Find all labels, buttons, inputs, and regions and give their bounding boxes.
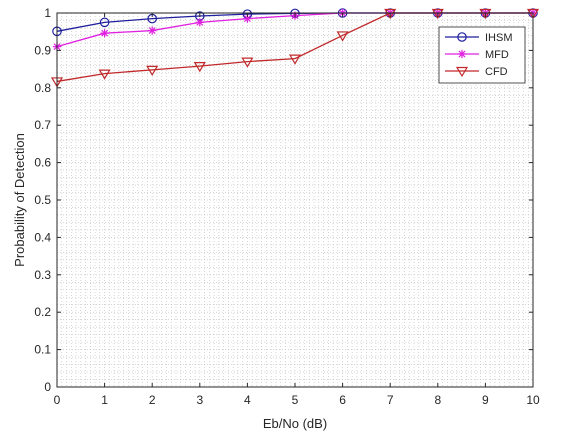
x-tick-label: 7 — [387, 393, 394, 407]
x-tick-label: 10 — [526, 393, 540, 407]
y-tick-label: 0.7 — [34, 118, 51, 132]
axes: 0 1 2 3 4 5 6 7 8 9 10 0 0.1 0.2 0.3 0.4 0.5 0.6 0.7 0.8 0.9… — [34, 6, 540, 407]
legend-item-ihsm[interactable]: IHSM — [445, 32, 513, 44]
marker-circle — [457, 32, 467, 42]
y-tick-label: 0.3 — [34, 268, 51, 282]
marker-triangle — [526, 8, 540, 20]
grid — [57, 13, 533, 387]
x-tick-label: 2 — [149, 393, 156, 407]
data-point-cfd — [384, 8, 397, 20]
marker-triangle — [98, 69, 111, 80]
y-axis-label: Probability of Detection — [12, 133, 27, 267]
x-tick-label: 0 — [54, 393, 61, 407]
x-tick-label: 8 — [434, 393, 441, 407]
y-tick-label: 0.4 — [34, 230, 51, 244]
legend-box — [438, 26, 526, 84]
legend-marker — [457, 32, 467, 42]
y-tick-label: 0.1 — [34, 343, 51, 357]
x-tick-label: 5 — [292, 393, 299, 407]
x-axis-label: Eb/No (dB) — [263, 416, 327, 431]
data-point-cfd — [193, 62, 206, 73]
marker-stroke — [148, 27, 156, 35]
x-tick-label: 3 — [196, 393, 203, 407]
data-point-cfd — [479, 8, 492, 20]
marker-stroke — [458, 50, 466, 58]
marker-triangle — [431, 8, 444, 20]
data-point-mfd — [148, 26, 157, 35]
y-tick-label: 0.5 — [34, 193, 51, 207]
data-point-cfd — [146, 65, 159, 77]
marker-triangle — [336, 31, 349, 42]
data-point-cfd — [526, 8, 540, 20]
data-point-cfd — [288, 54, 302, 65]
marker-stroke — [196, 18, 204, 26]
data-point-mfd — [243, 14, 252, 23]
legend-label: MFD — [485, 49, 509, 61]
data-point-mfd — [100, 28, 109, 38]
x-tick-label: 4 — [244, 393, 251, 407]
y-tick-label: 0.2 — [34, 305, 51, 319]
legend[interactable]: IHSM MFD CFD — [438, 26, 526, 84]
y-tick-label: 1 — [44, 6, 51, 20]
x-tick-label: 9 — [482, 393, 489, 407]
legend-label: IHSM — [485, 32, 513, 44]
y-tick-label: 0.8 — [34, 81, 51, 95]
legend-label: CFD — [485, 66, 508, 78]
marker-triangle — [288, 54, 302, 65]
marker-triangle — [479, 8, 492, 20]
marker-triangle — [193, 62, 206, 73]
marker-triangle — [455, 66, 469, 78]
x-tick-label: 6 — [339, 393, 346, 407]
y-tick-label: 0.9 — [34, 43, 51, 57]
data-point-mfd — [195, 18, 204, 27]
legend-marker — [457, 49, 467, 59]
marker-triangle — [241, 57, 254, 68]
marker-stroke — [243, 15, 251, 23]
y-tick-label: 0.6 — [34, 156, 51, 170]
data-point-cfd — [241, 57, 254, 68]
y-tick-label: 0 — [44, 380, 51, 394]
data-point-cfd — [431, 8, 444, 20]
data-point-ihsm — [99, 17, 110, 28]
data-point-cfd — [98, 69, 111, 80]
data-point-cfd — [336, 31, 349, 42]
legend-item-mfd[interactable]: MFD — [445, 49, 509, 61]
marker-circle — [99, 17, 110, 28]
legend-item-cfd[interactable]: CFD — [445, 66, 508, 78]
legend-marker — [455, 66, 469, 78]
x-tick-label: 1 — [101, 393, 108, 407]
marker-stroke — [101, 29, 109, 37]
marker-triangle — [384, 8, 397, 20]
marker-triangle — [146, 65, 159, 77]
